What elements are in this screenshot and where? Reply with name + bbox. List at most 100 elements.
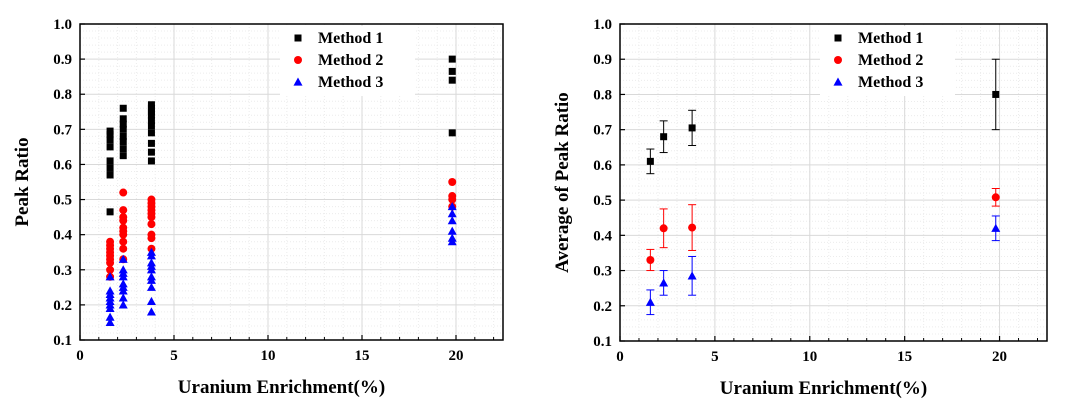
data-point [147,104,155,112]
data-point [119,132,127,140]
data-point [447,216,457,225]
data-point [660,133,668,141]
data-point [447,202,457,211]
data-point [106,164,114,172]
data-point [106,265,115,274]
y-tick-label: 0.7 [593,123,612,139]
x-tick-label: 20 [992,349,1007,365]
y-tick-label: 0.5 [593,193,612,209]
data-point [448,55,456,63]
data-point [147,108,155,116]
data-point [447,233,457,242]
y-tick-label: 0.3 [593,264,612,280]
data-point [119,206,128,215]
data-point [105,286,115,295]
data-point [146,296,156,305]
x-tick-label: 5 [170,348,178,364]
data-point [146,258,156,267]
data-point [106,143,114,151]
data-point [147,139,155,147]
data-point [119,115,127,123]
data-point [147,230,156,239]
data-point [448,76,456,84]
data-point [118,293,128,302]
y-axis-label: Average of Peak Ratio [552,92,573,273]
y-tick-label: 0.3 [53,263,72,279]
y-tick-label: 0.9 [593,52,612,68]
data-point [119,237,128,246]
legend-label: Method 2 [318,52,383,69]
data-point [119,138,127,146]
series-2 [106,178,457,281]
data-point [106,208,114,216]
data-point [147,148,155,156]
x-tick-label: 0 [76,348,84,364]
data-point [118,254,128,263]
legend-marker [834,56,842,64]
x-tick-label: 20 [449,348,464,364]
data-point [687,271,697,280]
y-tick-label: 0.6 [593,158,612,174]
plot-frame [619,23,1048,342]
legend-marker [294,56,302,64]
data-point [118,279,128,288]
y-tick-label: 0.1 [593,334,612,350]
data-point [119,104,127,112]
data-point [147,195,156,204]
data-point [646,255,655,264]
data-point [448,192,457,201]
series-1 [646,58,1000,175]
data-point [688,124,696,132]
data-point [119,188,128,197]
y-tick-label: 0.8 [593,87,612,103]
y-tick-label: 0.9 [53,52,72,68]
chart-panel-2: 0 5 10 15 20 0.1 0.2 0.3 0.4 0.5 0.6 0.7 0.8 0.9 1.0 Ur… [552,17,1048,399]
legend-label: Method 2 [858,52,923,69]
x-tick-label: 5 [711,349,719,365]
data-point [106,127,114,135]
data-point [147,129,155,137]
y-tick-label: 0.8 [53,87,72,103]
data-point [447,226,457,235]
y-tick-label: 0.2 [53,298,72,314]
legend-marker [834,34,842,42]
y-tick-label: 1.0 [593,17,612,33]
legend-marker [833,77,843,86]
data-point [118,265,128,274]
y-tick-label: 0.4 [593,228,612,244]
chart-panel-1: 0 5 10 15 20 0.1 0.2 0.3 0.4 0.5 0.6 0.7 0.8 0.9 1.0 Ur… [12,17,504,398]
data-point [991,223,1001,232]
data-point [106,136,114,144]
data-point [645,297,655,306]
data-point [106,131,114,139]
data-point [147,101,155,109]
data-point [119,145,127,153]
data-point [119,125,127,133]
data-point [146,282,156,291]
series-2 [646,187,1000,272]
data-point [146,247,156,256]
legend-label: Method 1 [318,30,383,47]
data-point [119,213,128,222]
data-point [688,223,697,232]
data-point [659,278,669,287]
legend: Method 1 Method 2 Method 3 [820,26,955,96]
data-point [105,272,115,281]
series-3 [105,202,457,327]
x-axis-label: Uranium Enrichment(%) [720,378,927,399]
data-point [105,312,115,321]
data-point [146,272,156,281]
y-tick-label: 0.2 [593,299,612,315]
data-point [119,120,127,128]
data-point [146,307,156,316]
legend-box [820,26,955,96]
y-tick-label: 0.1 [53,333,72,349]
data-point [448,178,457,186]
series-1 [106,55,456,216]
legend: Method 1 Method 2 Method 3 [280,26,415,96]
x-tick-label: 0 [616,349,624,365]
data-point [119,152,127,160]
y-tick-label: 0.5 [53,193,72,209]
y-tick-label: 0.4 [53,228,72,244]
